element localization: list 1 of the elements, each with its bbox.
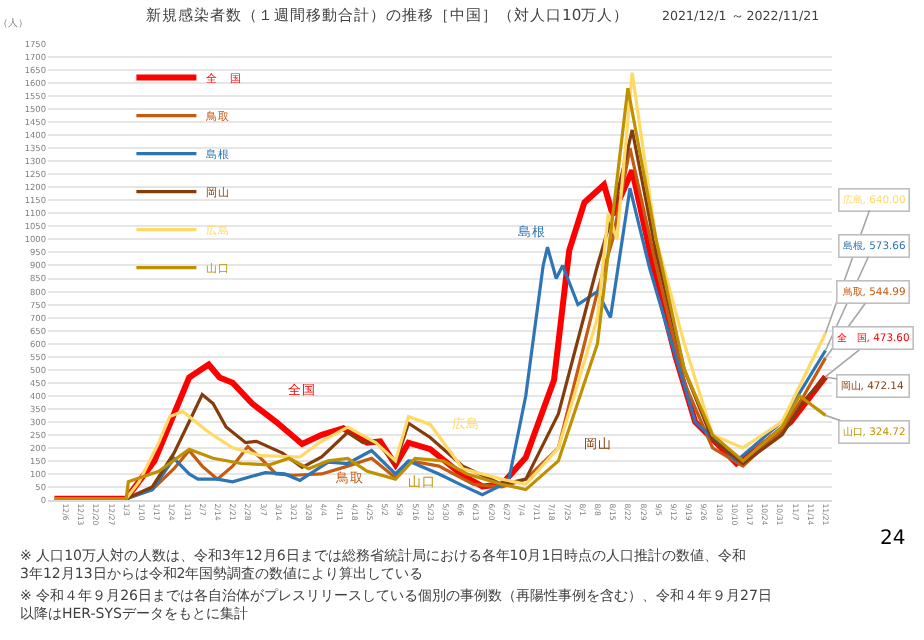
text: 24 xyxy=(880,528,906,550)
